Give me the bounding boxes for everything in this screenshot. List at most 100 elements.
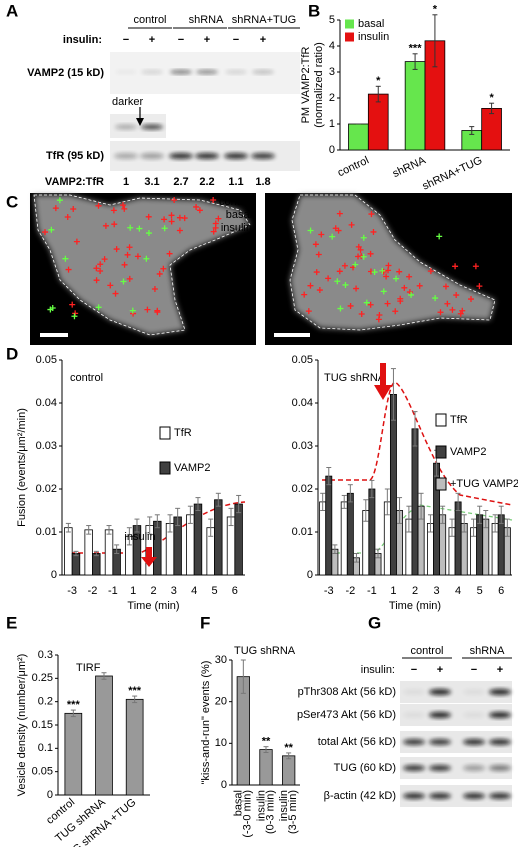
legend-label: TfR: [450, 414, 468, 426]
x-tick-label: control: [336, 154, 371, 179]
row-label: TfR (95 kD): [46, 150, 104, 162]
insulin-sign: −: [178, 34, 184, 46]
cross: [336, 210, 343, 217]
y-tick-label: 3: [329, 66, 335, 78]
legend-swatch: [435, 445, 447, 459]
insulin-label: insulin:: [63, 34, 102, 46]
cross: [305, 308, 312, 315]
cross: [301, 291, 308, 298]
cross: [110, 207, 117, 214]
cross: [127, 224, 134, 231]
cross: [144, 306, 151, 313]
chart-title: control: [70, 372, 103, 384]
cross: [210, 228, 217, 235]
legend-swatch: [159, 426, 171, 440]
cross: [367, 250, 374, 257]
y-tick-label: 0.05: [32, 766, 53, 778]
cross: [444, 300, 451, 307]
x-tick-label: 5: [477, 585, 483, 597]
blot-band: [463, 712, 485, 718]
x-tick-label: -1: [367, 585, 377, 597]
cross: [69, 301, 76, 308]
y-tick-label: 4: [329, 40, 335, 52]
fit-curve: [322, 381, 513, 506]
blot-band: [429, 712, 451, 718]
significance: *: [489, 92, 494, 104]
cross: [126, 275, 133, 282]
y-axis-label: (normalized ratio): [313, 42, 325, 128]
legend-swatch: [435, 413, 447, 427]
blot-band: [141, 124, 163, 130]
blot-band: [463, 793, 485, 799]
cross: [427, 268, 434, 275]
y-tick-label: 0.04: [292, 397, 313, 409]
blot-band: [169, 153, 193, 159]
cross: [145, 230, 152, 237]
significance: ***: [128, 685, 142, 697]
x-tick-label: insulin: [255, 790, 267, 821]
cross: [385, 262, 392, 269]
bar: [64, 712, 83, 796]
cross: [370, 228, 377, 235]
chart-title: TIRF: [76, 662, 101, 674]
x-tick-label: -2: [345, 585, 355, 597]
y-tick-label: 0.01: [292, 526, 313, 538]
x-tick-label: 2: [150, 585, 156, 597]
panel-label: C: [6, 192, 18, 211]
cross: [329, 233, 336, 240]
cross: [107, 282, 114, 289]
cross: [437, 309, 444, 316]
blot-band: [463, 739, 485, 745]
cross: [193, 203, 200, 210]
arrow-head: [136, 118, 144, 126]
x-tick-label: 1: [130, 585, 136, 597]
cross: [145, 213, 152, 220]
cross: [406, 273, 413, 280]
cross: [468, 296, 475, 303]
cross: [355, 253, 362, 260]
cross: [384, 300, 391, 307]
bar: [104, 529, 114, 576]
cross: [181, 215, 188, 222]
y-tick-label: 10: [215, 737, 227, 749]
x-tick-label: 4: [191, 585, 197, 597]
insulin-sign: −: [233, 34, 239, 46]
legend-swatch: [159, 461, 171, 475]
bar: [346, 492, 354, 576]
y-tick-label: 0.02: [292, 483, 313, 495]
panel-label: A: [6, 1, 18, 20]
cross: [476, 283, 483, 290]
panel-label: B: [308, 1, 320, 20]
image-title: TUG shRNA: [447, 196, 509, 208]
y-tick-label: 1: [329, 118, 335, 130]
x-tick-label: 3: [171, 585, 177, 597]
cross: [318, 231, 325, 238]
cross: [161, 216, 168, 223]
significance: *: [433, 4, 438, 16]
cross: [416, 282, 423, 289]
y-tick-label: 0: [47, 789, 53, 801]
blot-band: [429, 689, 451, 695]
cross: [124, 251, 131, 258]
blot-band: [114, 153, 138, 159]
cross: [102, 222, 109, 229]
cross: [315, 251, 322, 258]
cross: [367, 301, 374, 308]
legend-label: TfR: [174, 427, 192, 439]
cell: [290, 195, 495, 330]
cross: [93, 265, 100, 272]
column-label: control: [133, 14, 166, 26]
blot-band: [251, 153, 275, 159]
insulin-sign: +: [437, 664, 443, 676]
cross: [332, 225, 339, 232]
bar: [84, 529, 93, 576]
cross: [307, 282, 314, 289]
cross: [472, 263, 479, 270]
bar: [92, 553, 101, 576]
blot-strip: [400, 704, 512, 726]
scale-bar: [274, 333, 310, 337]
cross: [371, 269, 378, 276]
x-tick-label: 3: [433, 585, 439, 597]
x-axis-label: Time (min): [389, 600, 441, 612]
